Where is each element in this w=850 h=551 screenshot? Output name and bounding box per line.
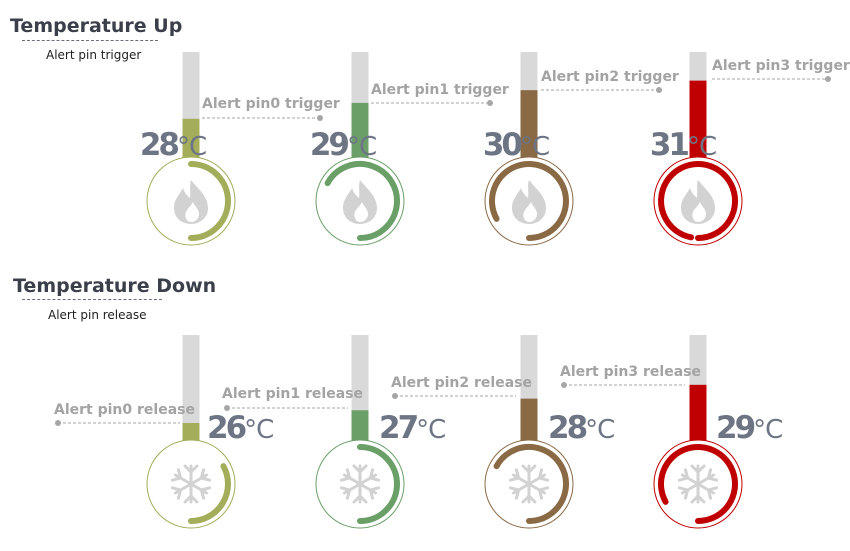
temperature-unit: °C	[520, 132, 549, 162]
temperature-value: 29°C	[716, 410, 782, 446]
bulb-progress-arc	[188, 161, 231, 241]
thermometer-gauge: 29°C Alert pin1 trigger	[310, 52, 509, 246]
thermometer-gauge: 28°C Alert pin0 trigger	[140, 52, 340, 246]
bulb-progress-arc	[357, 444, 400, 524]
temperature-value: 27°C	[379, 410, 445, 446]
thermometer-fill	[182, 118, 200, 158]
bulb-progress-arc	[493, 444, 569, 524]
alert-pin-label: Alert pin0 trigger	[202, 96, 340, 112]
alert-pin-label: Alert pin3 release	[560, 364, 701, 380]
thermometer-fill	[351, 410, 369, 441]
leader-dot	[55, 420, 61, 426]
temperature-value: 29°C	[310, 127, 376, 163]
thermometer-fill	[520, 398, 538, 441]
flame-icon	[174, 180, 208, 224]
temperature-value: 28°C	[548, 410, 614, 446]
temperature-value: 31°C	[650, 127, 716, 163]
thermometer-gauge: 31°C Alert pin3 trigger	[650, 52, 850, 246]
temperature-number: 28	[140, 127, 179, 163]
leader-dot	[392, 393, 398, 399]
thermometer-tube	[182, 335, 200, 441]
bulb-progress-arc	[324, 161, 400, 241]
temperature-unit: °C	[177, 132, 206, 162]
thermometer-gauge: 30°C Alert pin2 trigger	[483, 52, 679, 246]
snowflake-icon	[508, 464, 550, 504]
thermometer-gauge: 26°C Alert pin0 release	[54, 335, 274, 529]
thermometer-fill	[351, 102, 369, 158]
temperature-unit: °C	[347, 132, 376, 162]
leader-dot	[561, 382, 567, 388]
alert-pin-label: Alert pin1 release	[222, 386, 363, 402]
temperature-value: 26°C	[207, 410, 273, 446]
section-subtitle-down: Alert pin release	[48, 308, 147, 322]
snowflake-icon	[677, 464, 719, 504]
bulb-progress-arc	[658, 161, 738, 241]
thermometer-fill	[689, 384, 707, 441]
section-subtitle-up: Alert pin trigger	[46, 48, 142, 62]
section-rule-down	[22, 299, 162, 300]
flame-icon	[681, 180, 715, 224]
bulb-progress-arc	[489, 161, 569, 241]
bulb-progress-arc	[658, 444, 738, 524]
temperature-number: 31	[650, 127, 689, 163]
thermometer-fill	[182, 422, 200, 441]
temperature-unit: °C	[585, 415, 614, 445]
section-title-down: Temperature Down	[13, 275, 217, 297]
temperature-unit: °C	[687, 132, 716, 162]
thermometer-fill	[689, 80, 707, 158]
temperature-number: 26	[207, 410, 246, 446]
alert-pin-label: Alert pin2 release	[391, 375, 532, 391]
temperature-unit: °C	[416, 415, 445, 445]
temperature-value: 30°C	[483, 127, 549, 163]
alert-pin-label: Alert pin1 trigger	[371, 82, 509, 98]
temperature-unit: °C	[244, 415, 273, 445]
temperature-number: 29	[310, 127, 349, 163]
leader-dot	[825, 76, 831, 82]
leader-dot	[656, 87, 662, 93]
leader-dot	[317, 115, 323, 121]
leader-dot	[487, 100, 493, 106]
temperature-unit: °C	[753, 415, 782, 445]
snowflake-icon	[339, 464, 381, 504]
thermometer-fill	[520, 90, 538, 158]
leader-dot	[224, 405, 230, 411]
alert-pin-label: Alert pin3 trigger	[712, 58, 850, 74]
temperature-number: 30	[483, 127, 523, 163]
bulb-progress-arc	[188, 463, 231, 524]
snowflake-icon	[170, 464, 212, 504]
temperature-number: 27	[379, 410, 418, 446]
section-rule-up	[22, 40, 158, 41]
alert-pin-label: Alert pin0 release	[54, 402, 195, 418]
temperature-value: 28°C	[140, 127, 206, 163]
alert-pin-label: Alert pin2 trigger	[541, 69, 679, 85]
section-title-up: Temperature Up	[10, 15, 183, 37]
temperature-number: 29	[716, 410, 755, 446]
flame-icon	[512, 180, 546, 224]
flame-icon	[343, 180, 377, 224]
temperature-number: 28	[548, 410, 587, 446]
